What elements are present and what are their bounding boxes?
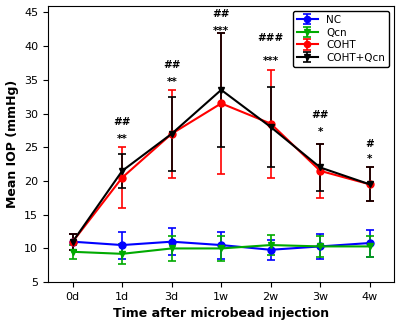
Text: *: *	[318, 127, 323, 137]
X-axis label: Time after microbead injection: Time after microbead injection	[113, 307, 329, 320]
Text: ###: ###	[258, 33, 284, 43]
Text: *: *	[367, 154, 372, 164]
Text: ***: ***	[213, 26, 229, 36]
Text: **: **	[166, 77, 177, 86]
Text: ***: ***	[263, 56, 279, 66]
Text: **: **	[117, 134, 128, 144]
Text: ##: ##	[114, 117, 131, 127]
Legend: NC, Qcn, COHT, COHT+Qcn: NC, Qcn, COHT, COHT+Qcn	[293, 11, 389, 67]
Text: ##: ##	[312, 110, 329, 120]
Text: #: #	[365, 139, 374, 149]
Y-axis label: Mean IOP (mmHg): Mean IOP (mmHg)	[6, 80, 18, 208]
Text: ##: ##	[163, 60, 180, 70]
Text: ##: ##	[212, 9, 230, 19]
